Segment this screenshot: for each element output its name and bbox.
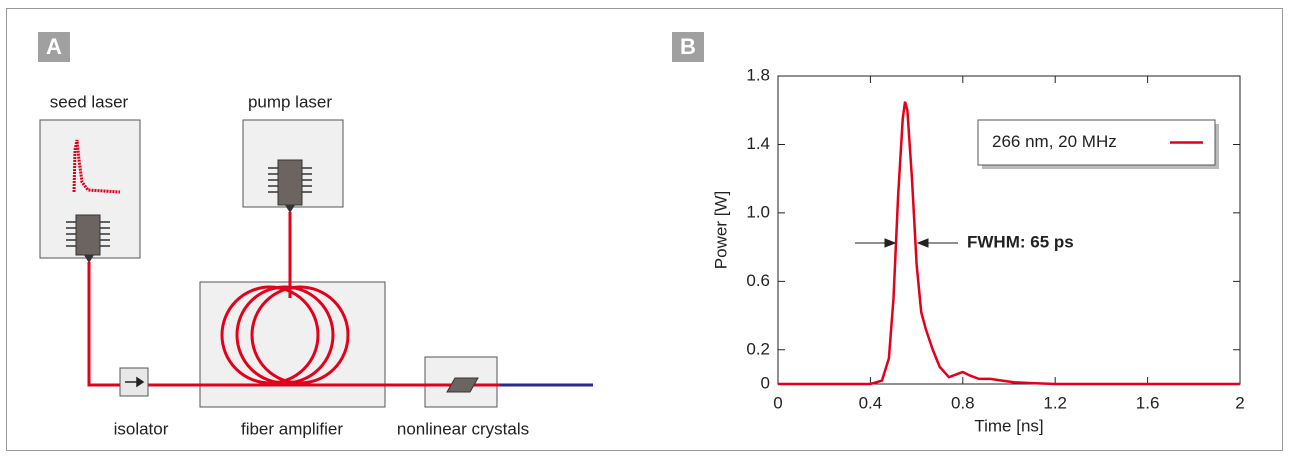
panel-label-box bbox=[38, 32, 70, 62]
series-line bbox=[778, 101, 1240, 386]
x-tick-label: 1.6 bbox=[1136, 393, 1160, 412]
label: isolator bbox=[114, 419, 169, 438]
label: nonlinear crystals bbox=[397, 419, 529, 438]
seed-chip bbox=[66, 214, 110, 263]
y-tick-label: 1.4 bbox=[746, 134, 770, 153]
x-tick-label: 1.2 bbox=[1043, 393, 1067, 412]
label: fiber amplifier bbox=[241, 419, 343, 438]
crystal-box bbox=[424, 356, 498, 408]
x-tick-label: 0.8 bbox=[951, 393, 975, 412]
pump-chip bbox=[268, 159, 312, 213]
y-tick-label: 1.0 bbox=[746, 202, 770, 221]
y-tick-label: 1.8 bbox=[746, 65, 770, 84]
annotation-arrow bbox=[855, 238, 958, 248]
coil bbox=[235, 285, 335, 385]
isolator-arrow bbox=[125, 376, 145, 388]
crystal bbox=[446, 377, 479, 393]
y-tick-label: 0.2 bbox=[746, 339, 770, 358]
x-tick-label: 0 bbox=[773, 393, 782, 412]
plot: 0 0.4 0.8 1.2 1.6 2 0 0.2 0.6 1.0 1.4 1.8 Time [ns] P… bbox=[711, 65, 1244, 435]
x-axis-label: Time [ns] bbox=[974, 416, 1043, 435]
y-tick-label: 0 bbox=[761, 373, 770, 392]
coil bbox=[250, 285, 350, 385]
pulse-icon bbox=[72, 139, 121, 194]
panel-label: A bbox=[46, 34, 62, 59]
amp-box bbox=[199, 281, 386, 408]
label: seed laser bbox=[50, 92, 129, 111]
y-axis-label: Power [W] bbox=[711, 191, 730, 269]
panel-label: B bbox=[680, 34, 696, 59]
x-tick-label: 0.4 bbox=[859, 393, 883, 412]
fiber bbox=[87, 262, 500, 387]
annotation: FWHM: 65 ps bbox=[967, 232, 1074, 251]
panel-a: A seed laser pump laser isolator fiber a… bbox=[38, 32, 593, 438]
panel-label-box bbox=[672, 32, 704, 62]
y-tick-label: 0.6 bbox=[746, 271, 770, 290]
label: pump laser bbox=[248, 92, 332, 111]
plot-frame bbox=[777, 75, 1241, 385]
x-tick-label: 2 bbox=[1235, 393, 1244, 412]
legend-label: 266 nm, 20 MHz bbox=[992, 132, 1117, 151]
coil bbox=[220, 285, 320, 385]
